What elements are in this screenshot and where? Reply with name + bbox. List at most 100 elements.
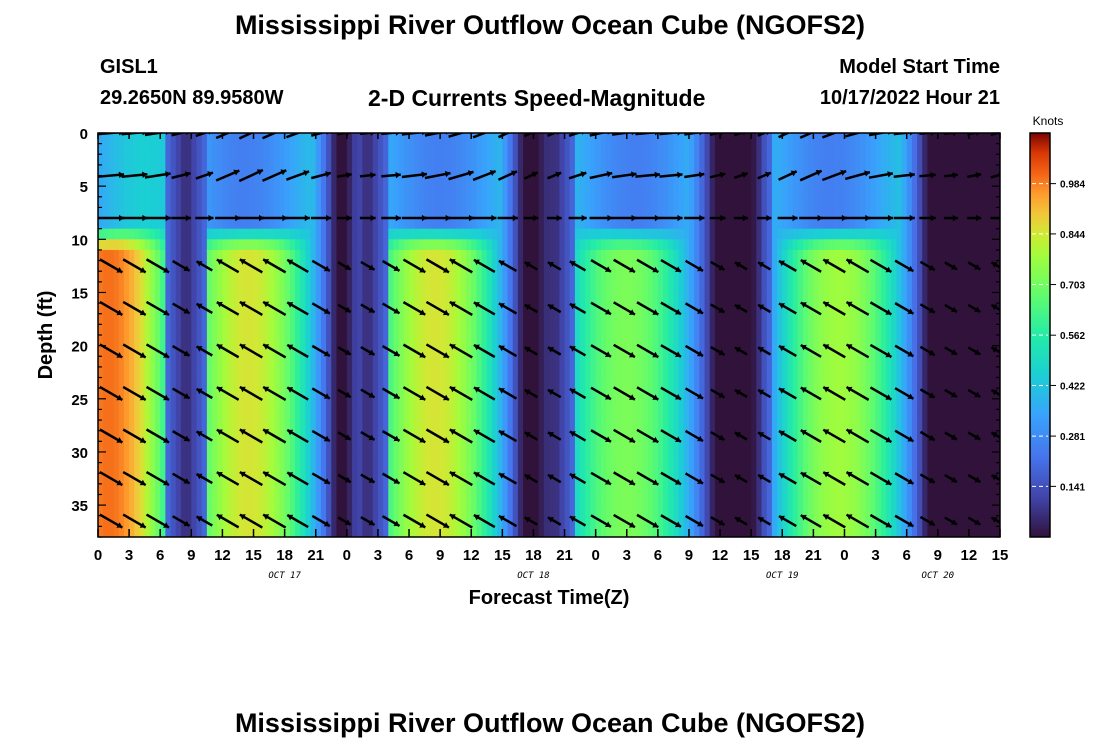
current-vector-head xyxy=(196,303,203,310)
current-vector-head xyxy=(449,301,456,308)
current-vector-head xyxy=(216,386,223,393)
current-vector-head xyxy=(846,471,853,478)
current-vector-head xyxy=(163,479,170,486)
current-vector-head xyxy=(196,516,203,522)
current-vector-head xyxy=(344,476,351,483)
current-vector xyxy=(448,133,466,138)
current-vector-head xyxy=(907,435,914,442)
x-tick-label: 21 xyxy=(556,547,573,564)
current-vector-head xyxy=(491,214,497,222)
current-vector-head xyxy=(928,264,935,271)
current-vector-head xyxy=(421,214,427,222)
current-vector-head xyxy=(846,259,853,265)
current-vector-head xyxy=(323,435,330,442)
current-vector-head xyxy=(734,262,741,268)
current-vector-head xyxy=(489,169,496,176)
current-vector xyxy=(547,133,558,137)
current-vector xyxy=(684,133,703,136)
current-vector-head xyxy=(991,517,998,523)
current-vector-head xyxy=(393,520,400,527)
current-vector-head xyxy=(473,259,480,266)
model-start-label: Model Start Time xyxy=(839,56,1000,78)
current-vector-head xyxy=(346,214,352,222)
colorbar-tick-label: 0.562 xyxy=(1060,331,1085,342)
current-vector-head xyxy=(533,214,539,222)
current-vector-head xyxy=(547,517,554,523)
current-vector-head xyxy=(885,394,892,400)
y-tick-label: 15 xyxy=(71,285,88,302)
current-vector-head xyxy=(498,515,505,522)
current-vector-head xyxy=(163,352,170,358)
current-vector-head xyxy=(569,473,576,480)
current-vector-head xyxy=(697,435,704,442)
current-vector-head xyxy=(885,351,892,358)
current-vector-head xyxy=(718,519,725,526)
x-tick-label: 21 xyxy=(307,547,324,564)
current-vector-head xyxy=(263,344,270,350)
current-vector-head xyxy=(697,350,704,357)
current-vector-head xyxy=(930,214,936,222)
current-vector-head xyxy=(697,265,704,272)
current-vector-head xyxy=(419,522,426,528)
current-vector-head xyxy=(287,472,294,478)
y-axis: 0 5 10 15 20 25 30 35 xyxy=(71,126,1000,538)
current-vector-head xyxy=(216,344,223,350)
current-vector-head xyxy=(442,267,449,273)
current-vector-head xyxy=(263,301,270,308)
current-vector xyxy=(472,133,488,139)
current-vector-head xyxy=(116,522,123,528)
colorbar-tick-label: 0.703 xyxy=(1060,281,1085,292)
current-vector-head xyxy=(675,266,682,272)
current-vector xyxy=(868,133,888,137)
date-label: OCT 18 xyxy=(517,571,550,581)
current-vector-head xyxy=(442,309,449,316)
current-vector-head xyxy=(165,214,171,222)
current-vector-head xyxy=(823,301,830,308)
current-vector-head xyxy=(792,214,798,222)
current-vector-head xyxy=(263,429,270,435)
current-vector-head xyxy=(547,474,554,481)
current-vector-head xyxy=(510,170,517,177)
current-vector-head xyxy=(263,471,270,478)
y-axis-label: Depth (ft) xyxy=(35,291,57,380)
current-vector xyxy=(733,133,745,137)
current-vector-head xyxy=(344,264,351,270)
current-vector-head xyxy=(840,169,847,176)
current-vector-head xyxy=(778,473,785,479)
current-vector-head xyxy=(885,479,892,485)
current-vector-head xyxy=(991,389,998,396)
current-vector-head xyxy=(419,394,426,401)
current-vector-head xyxy=(604,478,611,485)
current-vector-head xyxy=(368,307,375,313)
current-vector-head xyxy=(800,472,807,478)
current-vector-head xyxy=(323,393,330,399)
current-vector-head xyxy=(323,308,330,314)
current-vector-head xyxy=(815,169,822,176)
current-vector-head xyxy=(846,429,853,435)
current-vector-head xyxy=(239,514,246,520)
current-vector-head xyxy=(395,171,401,179)
y-tick-label: 0 xyxy=(80,126,88,143)
current-vector-head xyxy=(449,259,456,265)
current-vector-head xyxy=(631,214,637,222)
current-vector-head xyxy=(163,267,170,273)
current-vector-head xyxy=(907,393,914,400)
current-vector-head xyxy=(907,350,914,357)
current-vector-head xyxy=(196,388,203,395)
current-vector-head xyxy=(344,391,351,398)
current-vector-head xyxy=(718,349,725,356)
current-vector-head xyxy=(393,393,400,399)
current-vector-head xyxy=(778,515,785,522)
current-vector-head xyxy=(652,436,659,443)
current-vector-head xyxy=(287,514,294,521)
x-tick-label: 9 xyxy=(187,547,195,564)
current-vector xyxy=(568,133,582,137)
x-tick-label: 9 xyxy=(685,547,693,564)
current-vector-head xyxy=(419,479,426,486)
current-vector-head xyxy=(393,435,400,442)
current-vector-head xyxy=(449,344,456,350)
current-vector-head xyxy=(449,429,456,435)
current-vector-head xyxy=(184,171,191,178)
current-vector-head xyxy=(698,171,705,178)
current-vector-head xyxy=(183,265,190,272)
